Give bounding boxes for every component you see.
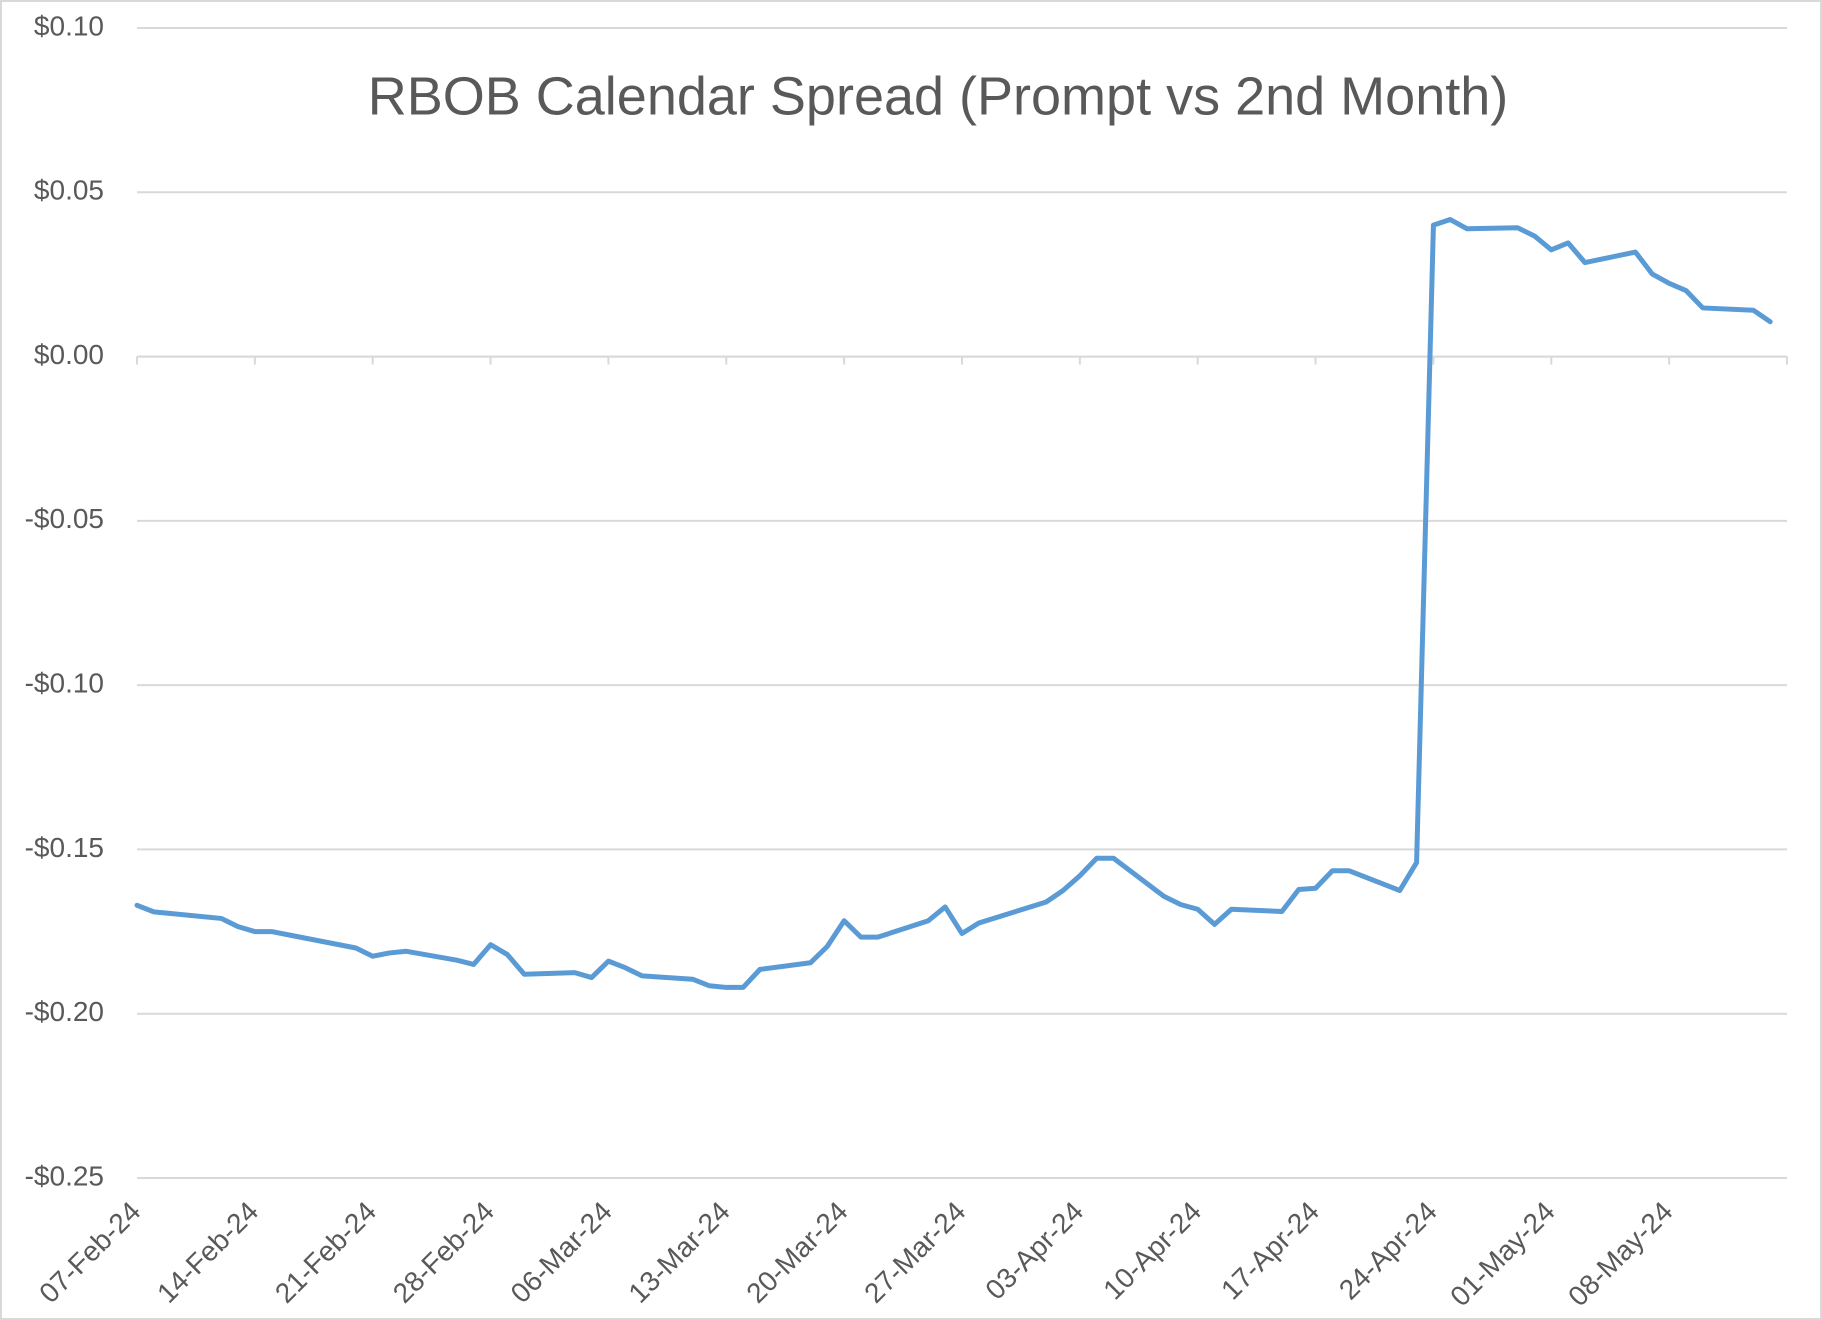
- y-tick-label: $0.00: [34, 339, 104, 370]
- y-tick-label: -$0.25: [25, 1160, 104, 1191]
- y-tick-label: -$0.05: [25, 503, 104, 534]
- y-tick-label: -$0.10: [25, 668, 104, 699]
- data-line: [134, 217, 1773, 990]
- y-tick-label: -$0.20: [25, 996, 104, 1027]
- y-tick-label: $0.10: [34, 10, 104, 41]
- y-tick-label: -$0.15: [25, 832, 104, 863]
- chart-title: RBOB Calendar Spread (Prompt vs 2nd Mont…: [368, 66, 1509, 126]
- y-tick-label: $0.05: [34, 175, 104, 206]
